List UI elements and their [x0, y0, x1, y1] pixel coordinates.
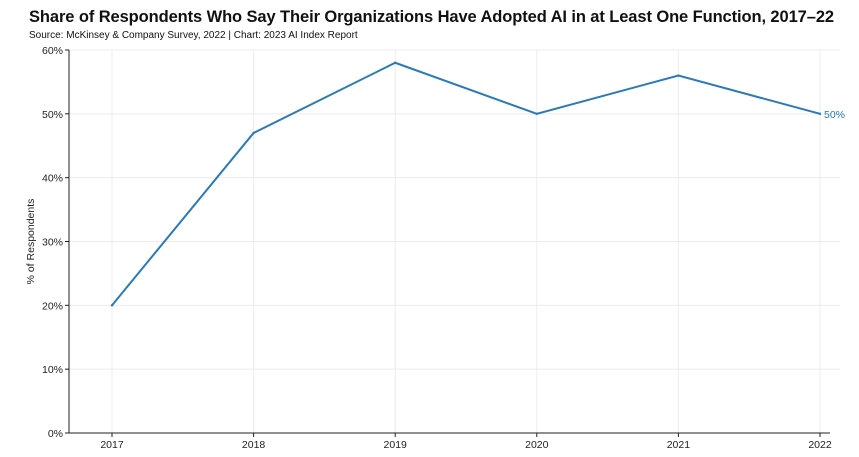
x-tick-label: 2018 — [242, 439, 266, 451]
axes — [65, 49, 830, 437]
chart-subtitle: Source: McKinsey & Company Survey, 2022 … — [29, 30, 358, 41]
y-axis-label: % of Respondents — [25, 199, 37, 285]
data-point — [535, 112, 538, 116]
x-tick-label: 2021 — [667, 439, 691, 451]
x-tick-label: 2020 — [525, 439, 549, 451]
data-point — [394, 61, 397, 64]
grid-lines — [69, 49, 840, 433]
x-tick-label: 2019 — [384, 439, 408, 451]
data-point — [252, 131, 255, 135]
y-tick-label: 50% — [42, 109, 63, 121]
y-tick-label: 60% — [42, 45, 63, 57]
chart-title: Share of Respondents Who Say Their Organ… — [29, 8, 834, 26]
data-point — [818, 112, 822, 116]
y-tick-label: 10% — [42, 364, 63, 376]
y-tick-label: 40% — [42, 173, 63, 185]
series-line — [111, 61, 821, 306]
y-tick-label: 30% — [42, 237, 63, 249]
series — [110, 61, 822, 307]
y-tick-label: 0% — [48, 428, 63, 440]
data-point — [677, 74, 680, 77]
labels: 0% 10% 20% 30% 40% 50% 60% 2017 2018 2019 2020 2021… — [25, 45, 845, 451]
end-value-label: 50% — [824, 109, 845, 121]
x-tick-label: 2017 — [100, 439, 124, 451]
x-tick-label: 2022 — [808, 439, 832, 451]
data-point — [110, 304, 114, 307]
y-tick-label: 20% — [42, 300, 63, 312]
